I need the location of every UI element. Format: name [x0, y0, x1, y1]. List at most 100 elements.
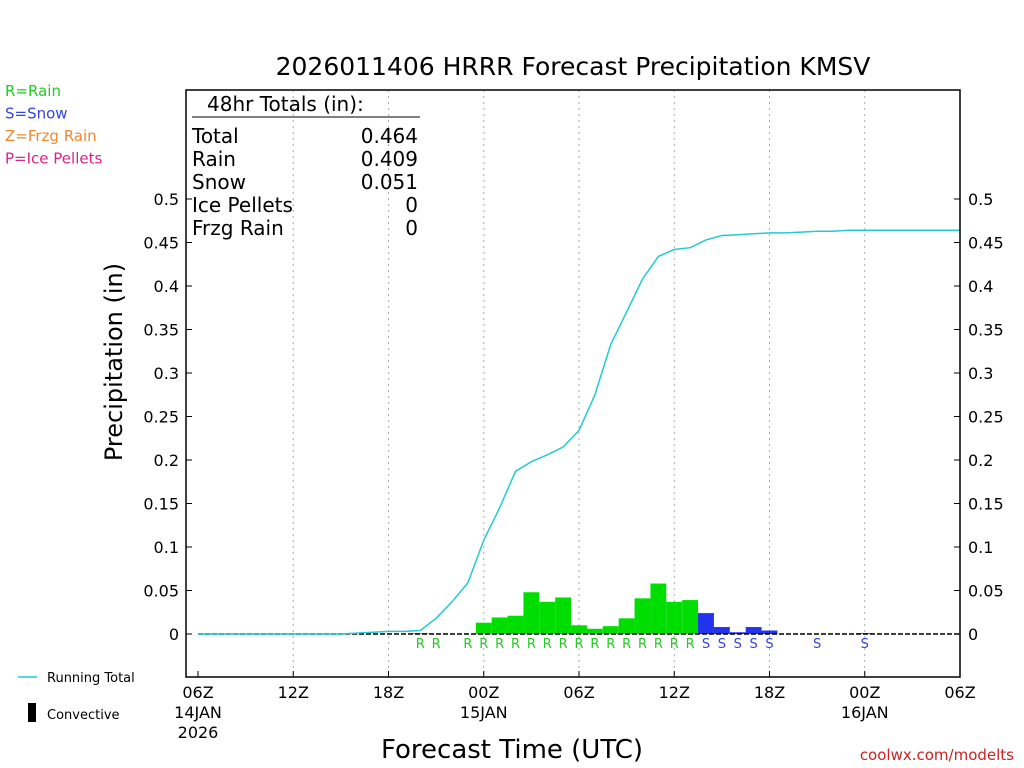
totals-rows: Total 0.464 Rain 0.409 Snow 0.051 Ice Pellets 0… [191, 124, 418, 240]
precip-bar [650, 583, 667, 634]
precip-bar [571, 625, 587, 634]
type-legend-entry: S=Snow [5, 105, 68, 123]
totals-title: 48hr Totals (in): [207, 92, 364, 116]
chart-title: 2026011406 HRRR Forecast Precipitation K… [276, 52, 871, 81]
running-total-line [198, 229, 960, 635]
y-tick-label-right: 0.15 [968, 495, 1004, 514]
precip-bar [602, 626, 619, 634]
x-tick-label: 00Z [849, 683, 880, 702]
y-axis-label: Precipitation (in) [100, 263, 128, 461]
x-tick-label: 12Z [278, 683, 309, 702]
x-tick-label: 06Z [944, 683, 975, 702]
gridlines [292, 90, 866, 677]
x-tick-sublabel: 16JAN [841, 703, 889, 722]
precip-bar [523, 592, 540, 634]
y-tick-label-left: 0.4 [154, 277, 179, 296]
type-legend-entry: P=Ice Pellets [5, 150, 102, 168]
precip-bar [507, 615, 524, 634]
y-tick-label-left: 0.1 [154, 538, 179, 557]
totals-row-label: Total [191, 124, 239, 148]
x-tick-sublabel: 14JAN [174, 703, 222, 722]
precip-type-letter: R [527, 637, 536, 652]
precip-type-letter: R [606, 637, 615, 652]
plot-frame [185, 89, 961, 678]
totals-row-label: Rain [192, 147, 236, 171]
precip-type-letter: S [765, 637, 773, 652]
y-tick-label-left: 0.15 [143, 495, 179, 514]
x-axis-label: Forecast Time (UTC) [381, 735, 643, 765]
precip-bar [698, 613, 714, 634]
precip-type-letter: S [813, 637, 821, 652]
precip-bar [618, 618, 635, 634]
running-total-legend-label: Running Total [47, 671, 135, 686]
type-legend-entry: R=Rain [5, 82, 61, 100]
y-tick-label-right: 0.1 [968, 538, 993, 557]
precip-bar [745, 627, 762, 634]
totals-row-label: Snow [192, 170, 246, 194]
y-tick-label-right: 0.4 [968, 277, 993, 296]
precip-type-letter: S [718, 637, 726, 652]
precip-bar [539, 601, 556, 634]
precip-bar [729, 632, 746, 634]
y-tick-label-right: 0 [968, 625, 978, 644]
x-tick-label: 12Z [659, 683, 690, 702]
y-tick-label-left: 0.45 [143, 234, 179, 253]
totals-box: 48hr Totals (in): Total 0.464 Rain 0.409 Sno… [191, 92, 420, 240]
type-legend-entry: Z=Frzg Rain [5, 127, 97, 145]
x-tick-label: 00Z [468, 683, 499, 702]
totals-row-value: 0.051 [361, 170, 418, 194]
y-tick-label-left: 0.2 [154, 451, 179, 470]
x-tick-label: 06Z [182, 683, 213, 702]
totals-row-value: 0.464 [361, 124, 418, 148]
precip-type-letter: R [416, 637, 425, 652]
totals-row-label: Frzg Rain [192, 216, 284, 240]
site-credit: coolwx.com/modelts [860, 746, 1014, 764]
y-tick-label-left: 0.3 [154, 364, 179, 383]
y-tick-label-right: 0.45 [968, 234, 1004, 253]
x-tick-label: 18Z [754, 683, 785, 702]
y-tick-label-left: 0 [169, 625, 179, 644]
y-tick-label-right: 0.5 [968, 190, 993, 209]
y-tick-label-right: 0.25 [968, 408, 1004, 427]
totals-row-label: Ice Pellets [192, 193, 293, 217]
precip-bar [761, 630, 778, 634]
precip-bar [666, 601, 683, 634]
bottom-legend: Running Total Convective [18, 671, 135, 723]
precip-type-letter: R [559, 637, 568, 652]
precip-type-letter: S [749, 637, 757, 652]
axes: 0 00.05 0.050.1 0.10.15 0.150.2 0.20.25 0.250.… [143, 190, 1003, 742]
x-tick-label: 06Z [563, 683, 594, 702]
precip-bar [682, 600, 699, 634]
precip-type-letter: S [734, 637, 742, 652]
precip-type-letter: R [638, 637, 647, 652]
precip-type-letter: R [432, 637, 441, 652]
precip-bar [491, 617, 508, 634]
precip-bar [475, 622, 492, 634]
precip-type-letter: R [543, 637, 552, 652]
x-tick-sublabel: 15JAN [460, 703, 508, 722]
precip-type-letter: S [702, 637, 710, 652]
precip-type-letter: S [861, 637, 869, 652]
convective-legend-label: Convective [47, 708, 120, 723]
precip-type-letter: R [463, 637, 472, 652]
totals-row-value: 0 [405, 216, 418, 240]
precip-bar [586, 628, 603, 634]
precip-bar [412, 633, 429, 634]
y-tick-label-left: 0.35 [143, 321, 179, 340]
y-tick-label-right: 0.3 [968, 364, 993, 383]
precip-type-letter: R [574, 637, 583, 652]
precip-type-letter: R [495, 637, 504, 652]
precip-bar [634, 598, 651, 634]
precip-type-letter: R [479, 637, 488, 652]
precip-bars [412, 583, 873, 634]
y-tick-label-left: 0.05 [143, 582, 179, 601]
precip-bar [713, 627, 730, 634]
precip-type-letter: R [686, 637, 695, 652]
y-tick-label-left: 0.5 [154, 190, 179, 209]
convective-legend-swatch [28, 703, 36, 722]
precip-type-letter: R [670, 637, 679, 652]
precip-bar [555, 597, 572, 634]
y-tick-label-left: 0.25 [143, 408, 179, 427]
running-total-layer [198, 229, 960, 635]
